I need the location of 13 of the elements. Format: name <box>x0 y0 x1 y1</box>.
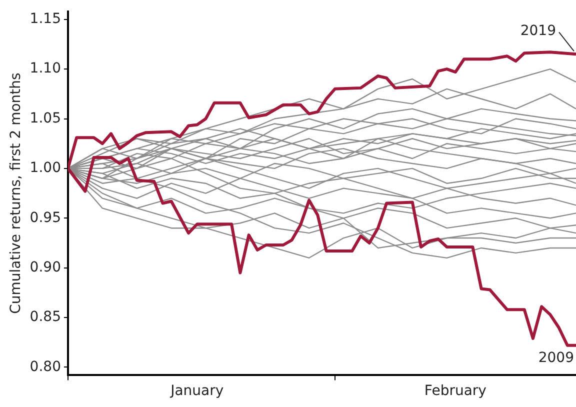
y-tick-label: 0.95 <box>30 210 61 226</box>
series-label: 2019 <box>520 22 556 39</box>
x-tick-label: February <box>424 383 486 400</box>
y-axis-title: Cumulative returns, first 2 months <box>8 72 24 314</box>
y-tick-label: 1.10 <box>30 60 61 77</box>
series-label: 2009 <box>538 350 574 366</box>
y-tick-label: 1.15 <box>30 10 61 27</box>
y-tick-label: 1.05 <box>30 110 61 126</box>
y-tick-label: 0.85 <box>30 309 61 326</box>
x-tick-label: January <box>170 383 224 400</box>
y-tick-label: 1.00 <box>30 160 61 176</box>
y-tick-label: 0.80 <box>30 358 61 375</box>
y-tick-label: 0.90 <box>30 259 61 276</box>
